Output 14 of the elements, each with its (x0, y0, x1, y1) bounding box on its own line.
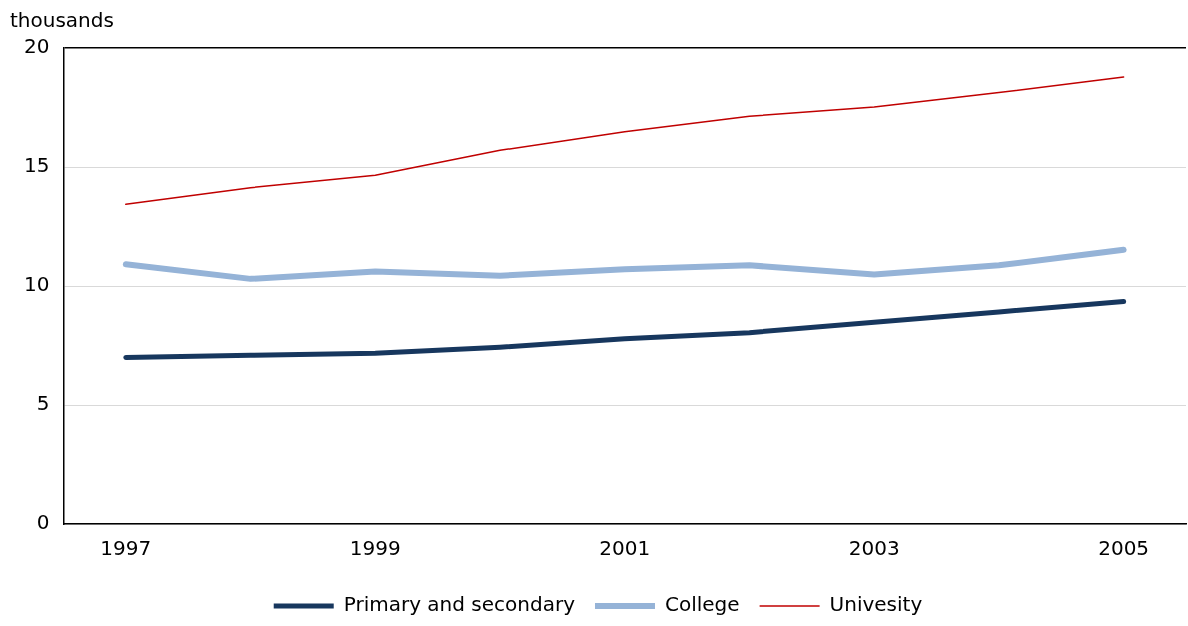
y-tick-label: 0 (36, 510, 50, 535)
x-tick-label: 1997 (100, 536, 152, 561)
y-tick-label: 15 (24, 153, 50, 178)
legend-label: Primary and secondary (343, 592, 576, 617)
x-tick-label: 2005 (1098, 536, 1150, 561)
y-tick-label: 10 (24, 272, 50, 297)
legend-label: College (664, 592, 740, 617)
x-tick-label: 2001 (599, 536, 651, 561)
x-tick-label: 2003 (848, 536, 900, 561)
y-tick-label: 20 (24, 34, 50, 59)
y-axis-title: thousands (10, 8, 114, 33)
legend-label: Univesity (829, 592, 923, 617)
y-tick-label: 5 (36, 391, 50, 416)
x-tick-label: 1999 (349, 536, 401, 561)
